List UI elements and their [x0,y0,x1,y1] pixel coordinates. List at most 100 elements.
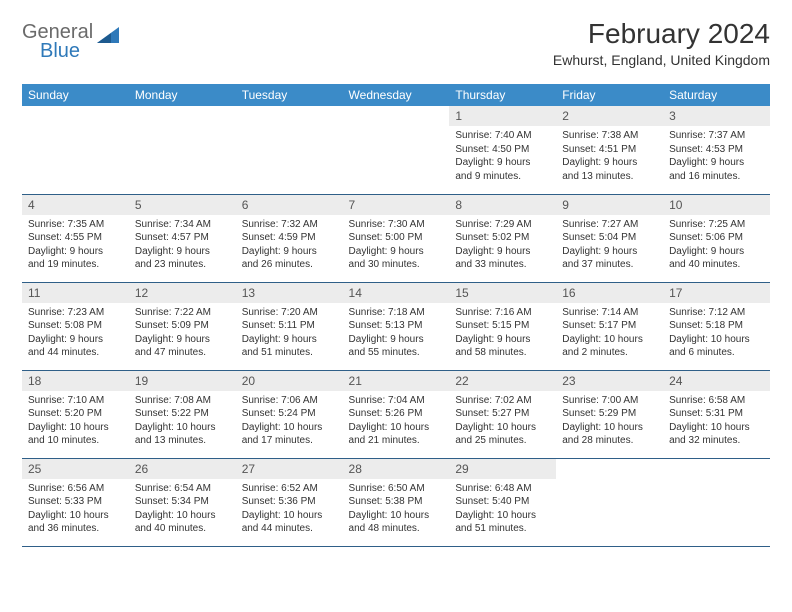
day-details: Sunrise: 7:35 AMSunset: 4:55 PMDaylight:… [22,215,129,278]
day-number: 11 [22,283,129,303]
day-number: 14 [343,283,450,303]
sunrise-label: Sunrise: 6:50 AM [349,482,444,496]
sunset-label: Sunset: 5:22 PM [135,407,230,421]
calendar-table: Sunday Monday Tuesday Wednesday Thursday… [22,84,770,547]
day-cell: 27Sunrise: 6:52 AMSunset: 5:36 PMDayligh… [236,458,343,546]
day-number: 13 [236,283,343,303]
sunset-label: Sunset: 5:40 PM [455,495,550,509]
sunset-label: Sunset: 5:38 PM [349,495,444,509]
sunrise-label: Sunrise: 7:18 AM [349,306,444,320]
day-cell: 7Sunrise: 7:30 AMSunset: 5:00 PMDaylight… [343,194,450,282]
daylight-label-1: Daylight: 10 hours [349,509,444,523]
day-details: Sunrise: 6:56 AMSunset: 5:33 PMDaylight:… [22,479,129,542]
daylight-label-1: Daylight: 10 hours [349,421,444,435]
day-cell [556,458,663,546]
week-row: 1Sunrise: 7:40 AMSunset: 4:50 PMDaylight… [22,106,770,194]
sunset-label: Sunset: 5:02 PM [455,231,550,245]
daylight-label-2: and 55 minutes. [349,346,444,360]
day-cell: 15Sunrise: 7:16 AMSunset: 5:15 PMDayligh… [449,282,556,370]
daylight-label-1: Daylight: 10 hours [242,509,337,523]
daylight-label-2: and 37 minutes. [562,258,657,272]
daylight-label-2: and 6 minutes. [669,346,764,360]
daylight-label-2: and 13 minutes. [135,434,230,448]
day-details: Sunrise: 6:48 AMSunset: 5:40 PMDaylight:… [449,479,556,542]
day-details: Sunrise: 7:38 AMSunset: 4:51 PMDaylight:… [556,126,663,189]
daylight-label-1: Daylight: 10 hours [242,421,337,435]
day-number: 8 [449,195,556,215]
day-details: Sunrise: 7:32 AMSunset: 4:59 PMDaylight:… [236,215,343,278]
day-number: 28 [343,459,450,479]
sunset-label: Sunset: 4:51 PM [562,143,657,157]
sunrise-label: Sunrise: 7:29 AM [455,218,550,232]
daylight-label-1: Daylight: 10 hours [135,421,230,435]
daylight-label-1: Daylight: 10 hours [562,421,657,435]
day-details: Sunrise: 7:29 AMSunset: 5:02 PMDaylight:… [449,215,556,278]
day-details: Sunrise: 7:25 AMSunset: 5:06 PMDaylight:… [663,215,770,278]
sunset-label: Sunset: 5:29 PM [562,407,657,421]
day-details: Sunrise: 7:27 AMSunset: 5:04 PMDaylight:… [556,215,663,278]
daylight-label-2: and 23 minutes. [135,258,230,272]
daylight-label-1: Daylight: 9 hours [562,245,657,259]
dayname-wed: Wednesday [343,84,450,106]
sunrise-label: Sunrise: 7:27 AM [562,218,657,232]
day-cell: 1Sunrise: 7:40 AMSunset: 4:50 PMDaylight… [449,106,556,194]
sunrise-label: Sunrise: 7:37 AM [669,129,764,143]
day-cell [663,458,770,546]
day-details: Sunrise: 6:52 AMSunset: 5:36 PMDaylight:… [236,479,343,542]
sunrise-label: Sunrise: 6:52 AM [242,482,337,496]
day-details: Sunrise: 7:12 AMSunset: 5:18 PMDaylight:… [663,303,770,366]
daylight-label-2: and 33 minutes. [455,258,550,272]
day-cell: 14Sunrise: 7:18 AMSunset: 5:13 PMDayligh… [343,282,450,370]
day-cell: 23Sunrise: 7:00 AMSunset: 5:29 PMDayligh… [556,370,663,458]
day-details: Sunrise: 7:16 AMSunset: 5:15 PMDaylight:… [449,303,556,366]
day-number: 20 [236,371,343,391]
daylight-label-2: and 10 minutes. [28,434,123,448]
day-number: 7 [343,195,450,215]
day-details: Sunrise: 6:58 AMSunset: 5:31 PMDaylight:… [663,391,770,454]
day-details: Sunrise: 7:18 AMSunset: 5:13 PMDaylight:… [343,303,450,366]
daylight-label-2: and 26 minutes. [242,258,337,272]
day-cell [129,106,236,194]
day-details: Sunrise: 7:40 AMSunset: 4:50 PMDaylight:… [449,126,556,189]
day-details: Sunrise: 7:23 AMSunset: 5:08 PMDaylight:… [22,303,129,366]
daylight-label-2: and 58 minutes. [455,346,550,360]
day-cell: 29Sunrise: 6:48 AMSunset: 5:40 PMDayligh… [449,458,556,546]
sunset-label: Sunset: 5:34 PM [135,495,230,509]
sunset-label: Sunset: 4:53 PM [669,143,764,157]
dayname-tue: Tuesday [236,84,343,106]
daylight-label-1: Daylight: 9 hours [28,333,123,347]
day-number: 2 [556,106,663,126]
day-number: 26 [129,459,236,479]
day-number: 27 [236,459,343,479]
day-number: 22 [449,371,556,391]
day-details: Sunrise: 7:14 AMSunset: 5:17 PMDaylight:… [556,303,663,366]
day-details: Sunrise: 7:22 AMSunset: 5:09 PMDaylight:… [129,303,236,366]
dayname-mon: Monday [129,84,236,106]
daylight-label-1: Daylight: 9 hours [242,245,337,259]
month-title: February 2024 [553,18,770,50]
day-number: 9 [556,195,663,215]
sunset-label: Sunset: 5:36 PM [242,495,337,509]
sunrise-label: Sunrise: 6:58 AM [669,394,764,408]
daylight-label-2: and 47 minutes. [135,346,230,360]
day-number: 24 [663,371,770,391]
day-cell [236,106,343,194]
daylight-label-1: Daylight: 10 hours [28,421,123,435]
day-cell: 10Sunrise: 7:25 AMSunset: 5:06 PMDayligh… [663,194,770,282]
day-number: 29 [449,459,556,479]
daylight-label-1: Daylight: 9 hours [135,245,230,259]
daylight-label-2: and 16 minutes. [669,170,764,184]
daylight-label-1: Daylight: 9 hours [242,333,337,347]
sunrise-label: Sunrise: 7:38 AM [562,129,657,143]
dayname-sat: Saturday [663,84,770,106]
sunrise-label: Sunrise: 7:16 AM [455,306,550,320]
daylight-label-2: and 44 minutes. [242,522,337,536]
day-number: 25 [22,459,129,479]
daylight-label-1: Daylight: 10 hours [135,509,230,523]
daylight-label-2: and 2 minutes. [562,346,657,360]
daylight-label-1: Daylight: 10 hours [669,421,764,435]
day-number: 18 [22,371,129,391]
sunrise-label: Sunrise: 7:06 AM [242,394,337,408]
day-number: 23 [556,371,663,391]
daylight-label-1: Daylight: 10 hours [562,333,657,347]
